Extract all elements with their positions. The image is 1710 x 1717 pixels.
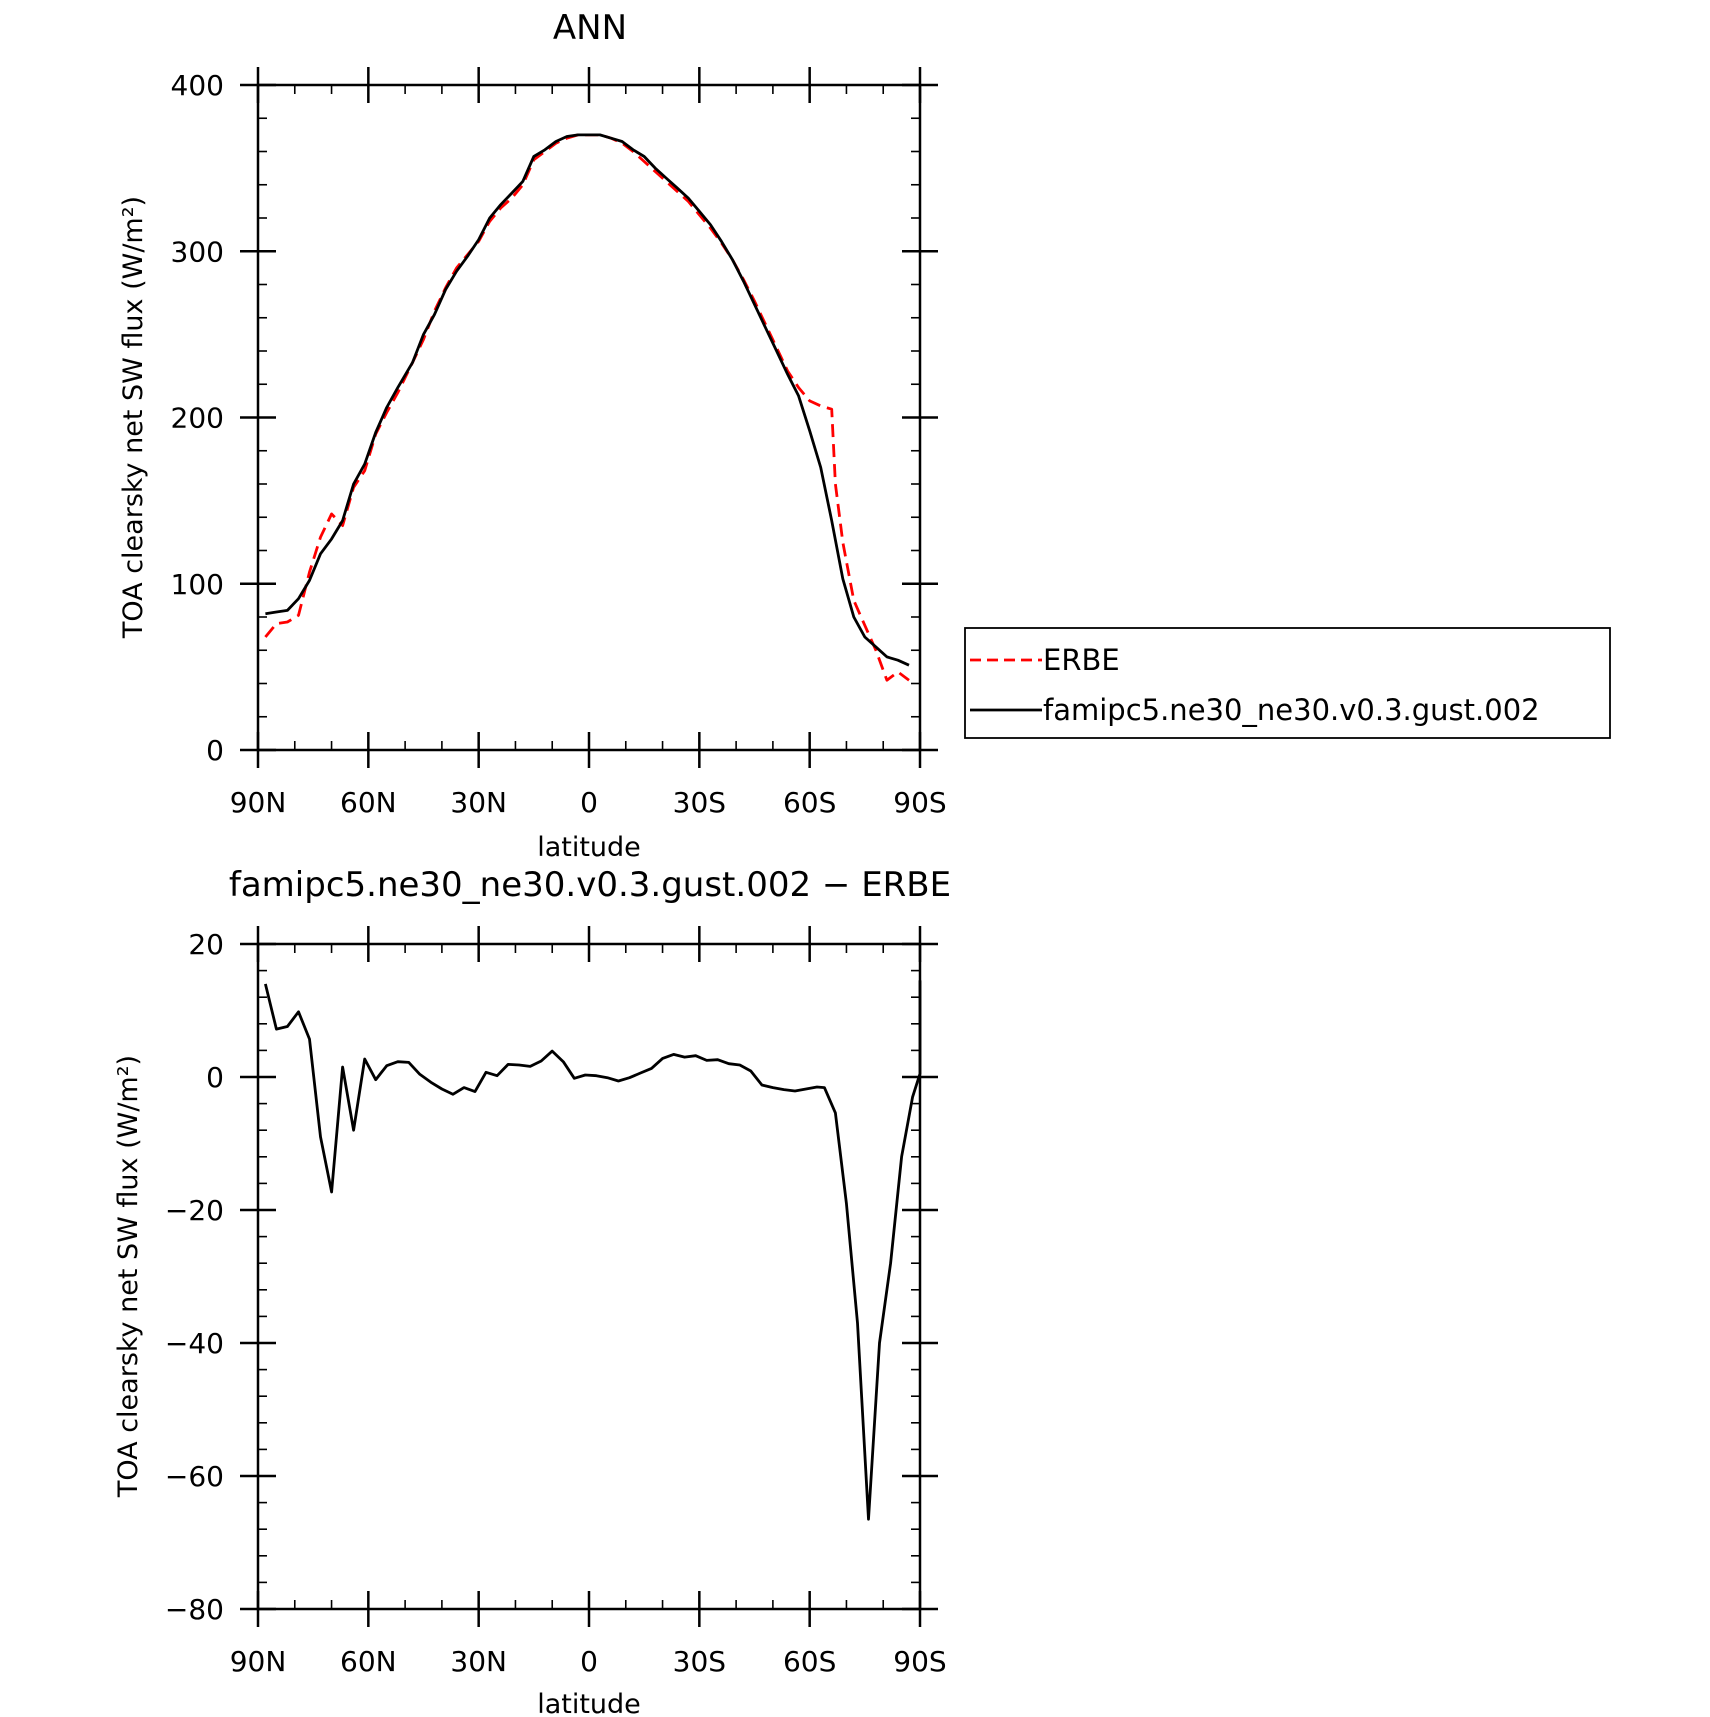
- top-x-axis-title: latitude: [537, 832, 641, 863]
- bottom-x-tick-label: 30N: [450, 1645, 507, 1678]
- bottom-y-tick-label: −80: [165, 1593, 224, 1626]
- top-y-tick-label: 400: [171, 69, 224, 102]
- bottom-x-tick-labels: 90N 60N 30N 0 30S 60S 90S: [230, 1645, 947, 1678]
- bottom-x-axis-title: latitude: [537, 1689, 641, 1717]
- top-series-group: [264, 133, 910, 682]
- legend-label-model: famipc5.ne30_ne30.v0.3.gust.002: [1043, 693, 1540, 727]
- top-x-tick-labels: 90N 60N 30N 0 30S 60S 90S: [230, 786, 947, 819]
- bottom-series-line-difference: [264, 979, 922, 1521]
- bottom-plot-frame: [256, 942, 922, 1611]
- bottom-x-tick-label: 0: [580, 1645, 598, 1678]
- bottom-y-tick-label: 0: [206, 1061, 224, 1094]
- top-x-tick-label: 90N: [230, 786, 287, 819]
- bottom-ticks-group: [240, 926, 938, 1627]
- top-x-tick-label: 60N: [340, 786, 397, 819]
- bottom-plot-title: famipc5.ne30_ne30.v0.3.gust.002 − ERBE: [229, 865, 951, 905]
- bottom-x-tick-label: 90N: [230, 1645, 287, 1678]
- top-series-line-famipc5-ne30-ne30-v0-3-gust-002: [265, 133, 910, 667]
- bottom-y-axis-title: TOA clearsky net SW flux (W/m²): [113, 1055, 144, 1498]
- top-y-tick-labels: 0 100 200 300 400: [171, 69, 224, 767]
- legend: ERBE famipc5.ne30_ne30.v0.3.gust.002: [964, 627, 1611, 739]
- bottom-x-tick-label: 90S: [893, 1645, 946, 1678]
- top-ticks-group: [240, 67, 938, 768]
- bottom-x-tick-label: 60S: [783, 1645, 836, 1678]
- top-x-tick-label: 90S: [893, 786, 946, 819]
- top-series-line-erbe: [264, 133, 910, 682]
- bottom-y-tick-label: 20: [188, 928, 224, 961]
- bottom-panel: famipc5.ne30_ne30.v0.3.gust.002 − ERBE l…: [113, 865, 951, 1717]
- top-x-tick-label: 30N: [450, 786, 507, 819]
- bottom-y-tick-labels: −80 −60 −40 −20 0 20: [165, 928, 224, 1626]
- top-x-tick-label: 60S: [783, 786, 836, 819]
- bottom-y-tick-label: −40: [165, 1327, 224, 1360]
- legend-label-erbe: ERBE: [1043, 643, 1120, 677]
- top-y-tick-label: 0: [206, 734, 224, 767]
- bottom-series-group: [264, 979, 922, 1521]
- top-x-tick-label: 0: [580, 786, 598, 819]
- top-panel: ANN latitude TOA clearsky net SW flux (W…: [118, 8, 947, 863]
- top-plot-frame: [256, 83, 922, 752]
- top-y-tick-label: 100: [171, 568, 224, 601]
- top-y-tick-label: 300: [171, 235, 224, 268]
- top-x-tick-label: 30S: [673, 786, 726, 819]
- top-plot-title: ANN: [553, 8, 627, 48]
- top-y-tick-label: 200: [171, 402, 224, 435]
- bottom-y-tick-label: −60: [165, 1460, 224, 1493]
- bottom-x-tick-label: 30S: [673, 1645, 726, 1678]
- bottom-y-tick-label: −20: [165, 1194, 224, 1227]
- legend-box: [964, 627, 1611, 739]
- bottom-x-tick-label: 60N: [340, 1645, 397, 1678]
- top-y-axis-title: TOA clearsky net SW flux (W/m²): [118, 196, 149, 639]
